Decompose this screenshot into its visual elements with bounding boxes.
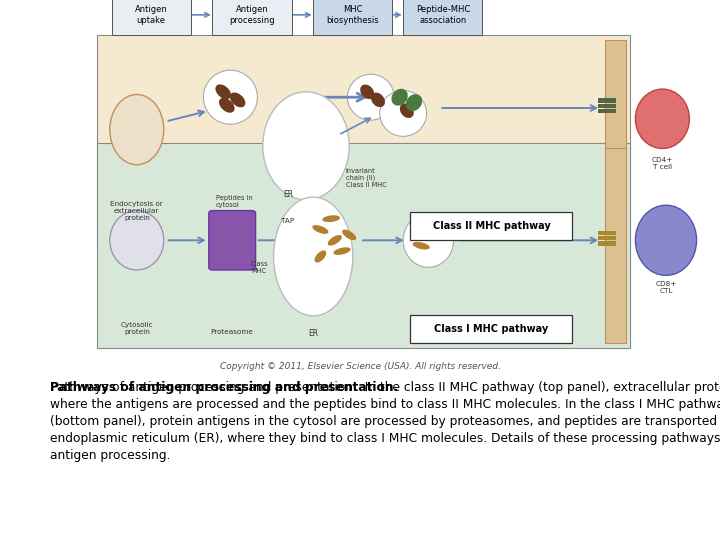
Text: CD8+
CTL: CD8+ CTL [655,281,677,294]
Ellipse shape [406,94,422,111]
Ellipse shape [215,84,231,99]
Ellipse shape [274,197,353,316]
Text: Pathways of antigen processing and presentation.: Pathways of antigen processing and prese… [50,381,399,394]
Ellipse shape [420,231,436,239]
FancyBboxPatch shape [112,0,191,35]
Bar [598,109,616,113]
Bar [605,148,626,343]
Bar [598,241,616,246]
Text: Proteasome: Proteasome [210,329,253,335]
Ellipse shape [635,205,697,275]
FancyBboxPatch shape [209,211,256,270]
FancyBboxPatch shape [313,0,392,35]
Ellipse shape [371,92,385,107]
FancyBboxPatch shape [410,212,572,240]
Ellipse shape [315,251,326,262]
Ellipse shape [204,70,258,124]
Ellipse shape [230,92,246,107]
Text: Class II MHC pathway: Class II MHC pathway [433,221,550,231]
Ellipse shape [333,247,351,255]
Text: MHC
biosynthesis: MHC biosynthesis [326,5,379,24]
Ellipse shape [392,89,408,106]
Text: Invariant
chain (li)
Class II MHC: Invariant chain (li) Class II MHC [346,168,387,188]
Text: Peptide-MHC
association: Peptide-MHC association [415,5,470,24]
Ellipse shape [403,213,454,267]
Ellipse shape [342,230,356,240]
Bar [605,40,626,240]
Text: Class I MHC pathway: Class I MHC pathway [434,324,549,334]
Text: Copyright © 2011, Elsevier Science (USA). All rights reserved.: Copyright © 2011, Elsevier Science (USA)… [220,362,500,371]
Ellipse shape [328,235,342,246]
Text: ER: ER [308,328,318,338]
Ellipse shape [360,84,374,99]
Text: CD4+
T cell: CD4+ T cell [652,157,673,170]
Ellipse shape [110,211,164,270]
Text: Endocytosis or
extracellular
protein: Endocytosis or extracellular protein [110,201,163,221]
Text: Cytosolic
protein: Cytosolic protein [120,322,153,335]
Text: Antigen
uptake: Antigen uptake [135,5,168,24]
Bar [598,236,616,240]
Bar [598,104,616,108]
FancyBboxPatch shape [403,0,482,35]
Text: Peptides in
cytosol: Peptides in cytosol [216,195,253,208]
FancyBboxPatch shape [410,315,572,343]
Text: TAP: TAP [282,218,294,224]
FancyBboxPatch shape [212,0,292,35]
Ellipse shape [323,215,340,222]
Text: ER: ER [283,190,293,199]
Ellipse shape [348,74,395,120]
Ellipse shape [635,89,690,148]
Ellipse shape [219,98,235,113]
Bar [598,98,616,103]
Bar [97,35,630,246]
Ellipse shape [400,103,414,118]
Bar [97,143,630,348]
Text: Class
MHC: Class MHC [251,261,268,274]
Text: Antigen
processing: Antigen processing [229,5,275,24]
Bar [598,231,616,235]
Ellipse shape [380,90,426,136]
Ellipse shape [413,242,430,249]
Ellipse shape [110,94,164,165]
Text: Pathways of antigen processing and presentation.  In the class II MHC pathway (t: Pathways of antigen processing and prese… [50,381,720,462]
Ellipse shape [312,225,328,234]
Ellipse shape [263,92,349,200]
